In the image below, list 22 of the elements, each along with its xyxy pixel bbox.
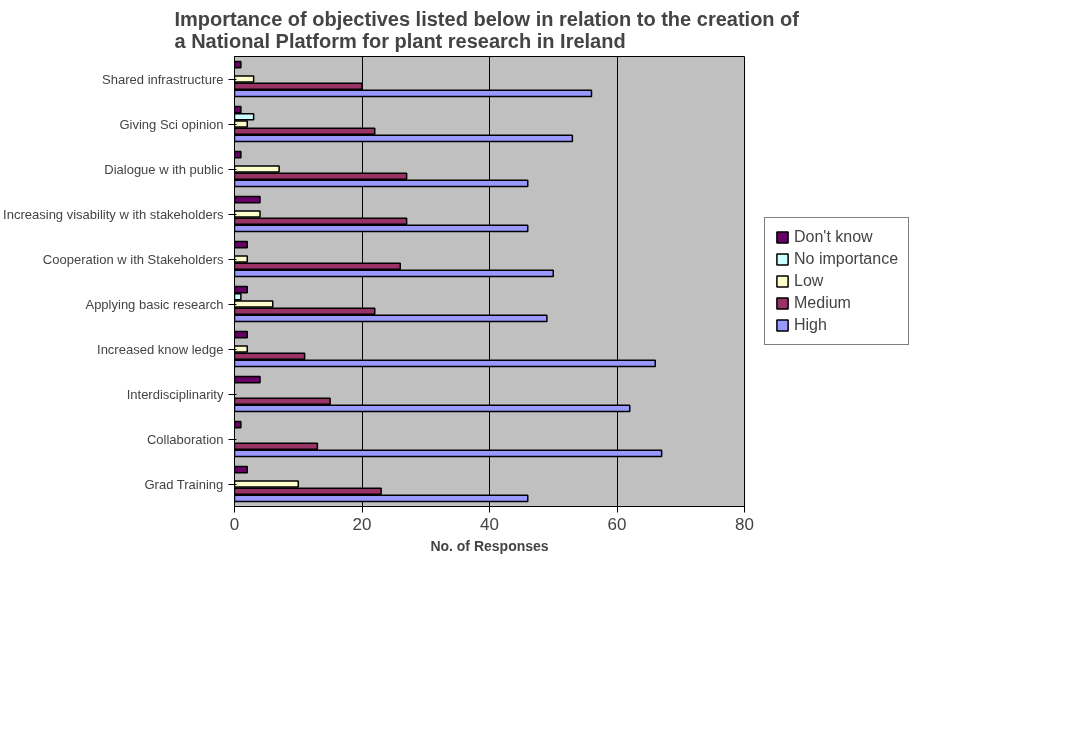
x-axis-title: No. of Responses — [430, 537, 549, 554]
legend-label: High — [794, 316, 827, 334]
y-tick-label: Shared infrastructure — [102, 71, 224, 87]
y-tick-label: Grad Training — [144, 476, 224, 492]
x-tick-label: 40 — [480, 514, 499, 534]
y-tick-label: Cooperation w ith Stakeholders — [42, 251, 224, 267]
y-tick-label: Increased know ledge — [97, 341, 224, 357]
y-tick-label: Applying basic research — [85, 296, 224, 312]
y-tick-label: Giving Sci opinion — [119, 116, 224, 132]
x-tick-label: 80 — [735, 514, 754, 534]
legend-label: Don't know — [794, 228, 873, 246]
x-tick-label: 20 — [352, 514, 372, 534]
y-tick-label: Collaboration — [146, 431, 224, 447]
y-tick-label: Dialogue w ith public — [104, 161, 224, 177]
legend-label: Medium — [794, 294, 851, 312]
chart-title: Importance of objectives listed below in relation to the creation of a National Platform for plant research in Ireland — [174, 7, 800, 52]
y-tick-label: Increasing visability w ith stakeholders — [3, 206, 224, 222]
legend-label: Low — [794, 272, 824, 290]
legend-label: No importance — [794, 250, 899, 268]
x-tick-label: 60 — [607, 514, 627, 534]
x-tick-label: 0 — [229, 514, 240, 534]
y-tick-label: Interdisciplinarity — [126, 386, 224, 402]
